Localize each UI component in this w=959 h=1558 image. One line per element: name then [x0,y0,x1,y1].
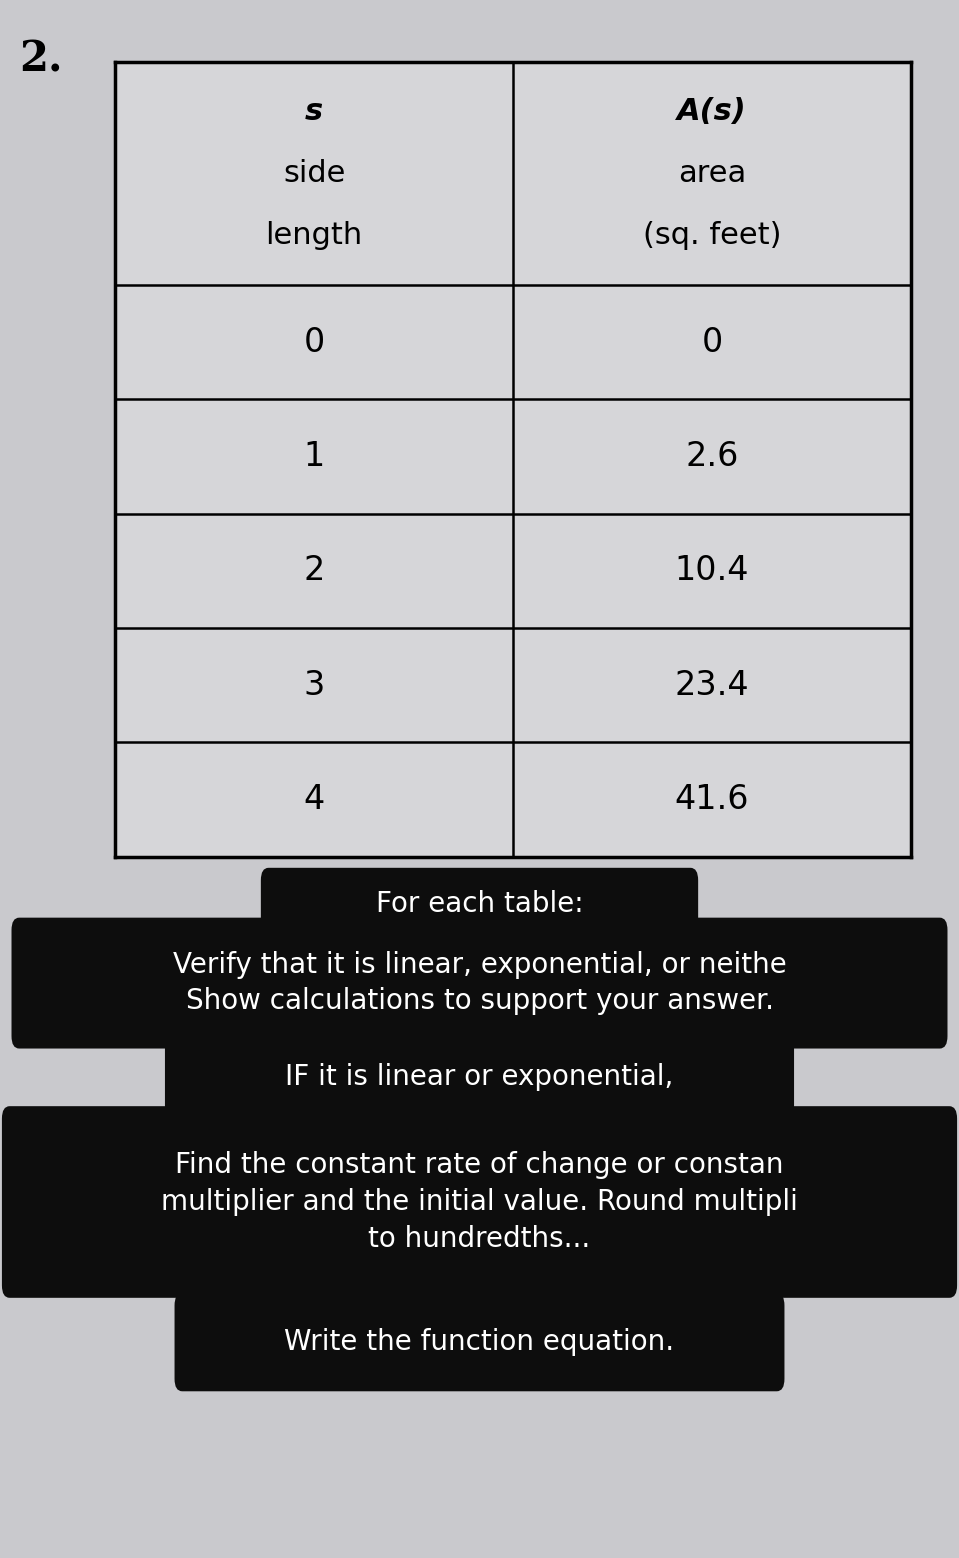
Text: IF it is linear or exponential,: IF it is linear or exponential, [286,1064,673,1091]
Text: 2: 2 [303,555,325,587]
Text: 2.: 2. [19,39,62,81]
Bar [115,62,911,857]
Text: 3: 3 [303,668,325,701]
FancyBboxPatch shape [12,918,947,1049]
Text: area: area [678,159,746,189]
Text: A(s): A(s) [677,97,747,126]
Text: 4: 4 [303,784,325,816]
Text: For each table:: For each table: [376,890,583,918]
Text: 10.4: 10.4 [675,555,749,587]
Text: 0: 0 [303,326,325,358]
Text: Verify that it is linear, exponential, or neithe
Show calculations to support yo: Verify that it is linear, exponential, o… [173,950,786,1016]
Text: 0: 0 [701,326,723,358]
Text: s: s [305,97,323,126]
Text: Write the function equation.: Write the function equation. [285,1329,674,1355]
Text: (sq. feet): (sq. feet) [643,221,782,251]
Text: length: length [266,221,363,251]
FancyBboxPatch shape [261,868,698,939]
Text: 41.6: 41.6 [675,784,749,816]
Text: 1: 1 [303,439,325,474]
Text: Find the constant rate of change or constan
multiplier and the initial value. Ro: Find the constant rate of change or cons… [161,1151,798,1253]
FancyBboxPatch shape [165,1028,794,1126]
Text: 23.4: 23.4 [675,668,749,701]
FancyBboxPatch shape [175,1293,784,1391]
Text: 2.6: 2.6 [686,439,738,474]
Text: side: side [283,159,345,189]
FancyBboxPatch shape [2,1106,957,1298]
